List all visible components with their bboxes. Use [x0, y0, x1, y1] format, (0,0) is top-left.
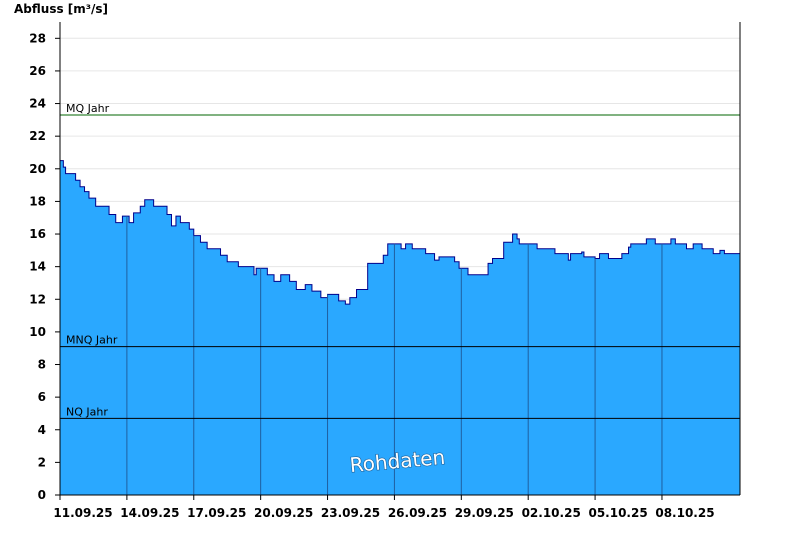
x-tick-label: 08.10.25 [655, 506, 714, 520]
axes [59, 22, 741, 496]
y-tick-label: 4 [38, 423, 46, 437]
y-tick-label: 18 [29, 194, 46, 208]
series-area [60, 160, 740, 495]
x-tick-label: 11.09.25 [53, 506, 112, 520]
x-tick-label: 23.09.25 [321, 506, 380, 520]
x-tick-label: 17.09.25 [187, 506, 246, 520]
y-tick-label: 26 [29, 64, 46, 78]
x-tick-label: 26.09.25 [388, 506, 447, 520]
y-tick-label: 24 [29, 97, 46, 111]
y-tick-label: 12 [29, 292, 46, 306]
x-tick-label: 02.10.25 [522, 506, 581, 520]
reference-line-label: NQ Jahr [66, 405, 108, 418]
x-ticks: 11.09.25 14.09.25 17.09.25 20.09.25 23.09.25… [53, 495, 715, 520]
reference-line-label: MNQ Jahr [66, 334, 118, 347]
y-tick-label: 14 [29, 260, 46, 274]
y-axis-title: Abfluss [m³/s] [14, 2, 108, 16]
area-fill [60, 160, 740, 495]
y-tick-label: 0 [38, 488, 46, 502]
y-tick-label: 10 [29, 325, 46, 339]
y-tick-label: 2 [38, 455, 46, 469]
reference-line-label: MQ Jahr [66, 102, 110, 115]
x-tick-label: 29.09.25 [455, 506, 514, 520]
x-tick-label: 20.09.25 [254, 506, 313, 520]
y-tick-label: 28 [29, 31, 46, 45]
series-line [60, 160, 740, 305]
y-tick-label: 8 [38, 358, 46, 372]
day-separators [126, 216, 663, 495]
reference-lines: MQ Jahr MNQ Jahr NQ Jahr [60, 102, 740, 419]
x-tick-label: 05.10.25 [588, 506, 647, 520]
y-tick-label: 22 [29, 129, 46, 143]
y-tick-label: 20 [29, 162, 46, 176]
x-tick-label: 14.09.25 [120, 506, 179, 520]
y-tick-label: 16 [29, 227, 46, 241]
y-tick-label: 6 [38, 390, 46, 404]
